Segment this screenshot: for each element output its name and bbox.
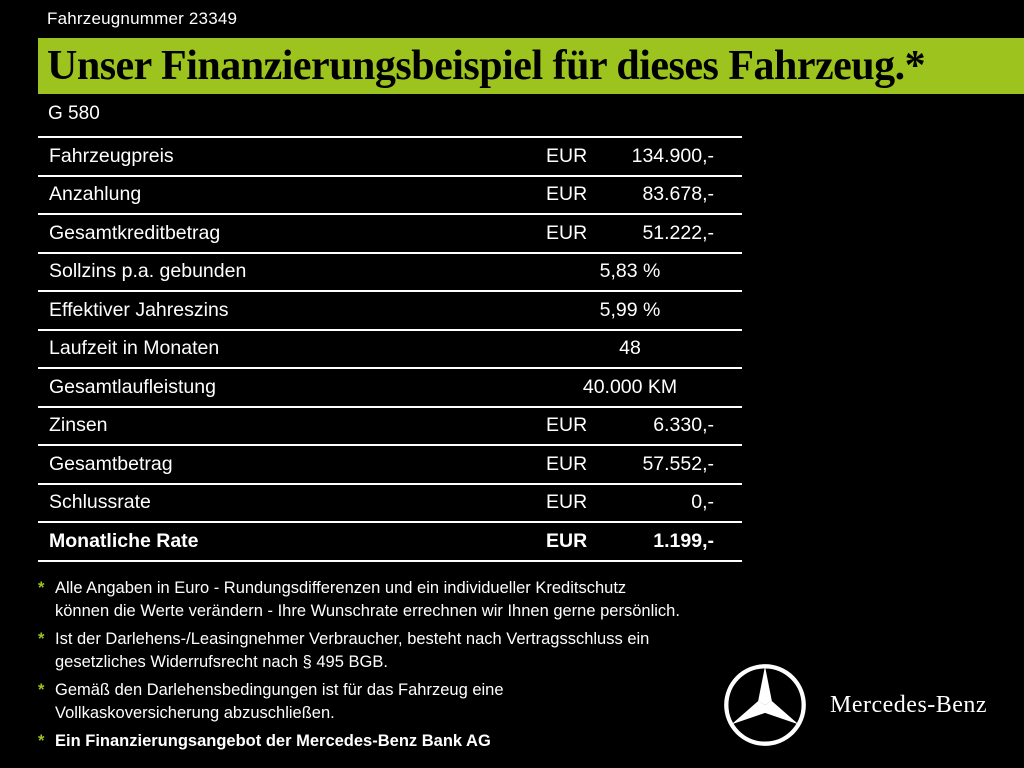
- table-row: Laufzeit in Monaten 48: [38, 328, 742, 368]
- row-currency: EUR: [546, 452, 588, 475]
- brand-wordmark: Mercedes-Benz: [830, 691, 988, 718]
- row-currency: EUR: [546, 183, 588, 206]
- footnote-line: Gemäß den Darlehensbedingungen ist für d…: [55, 681, 504, 699]
- footnote-line: können die Werte verändern - Ihre Wunsch…: [55, 602, 680, 620]
- row-label: Fahrzeugpreis: [49, 144, 174, 167]
- row-label: Effektiver Jahreszins: [49, 298, 229, 321]
- row-value-area: EUR 57.552,-: [546, 453, 742, 476]
- footnote-line: Ist der Darlehens-/Leasingnehmer Verbrau…: [55, 630, 650, 648]
- model-name: G 580: [48, 103, 100, 124]
- row-value: 5,99 %: [599, 298, 661, 321]
- brand-footer: Mercedes-Benz: [722, 662, 987, 748]
- footnote-marker: *: [38, 732, 45, 750]
- row-label: Monatliche Rate: [49, 529, 199, 552]
- footnote-marker: *: [38, 681, 45, 699]
- banner: Unser Finanzierungsbeispiel für dieses F…: [38, 38, 1024, 94]
- table-row: Gesamtkreditbetrag EUR 51.222,-: [38, 213, 742, 252]
- footnote: * Ein Finanzierungsangebot der Mercedes-B…: [38, 730, 758, 753]
- row-currency: EUR: [546, 491, 588, 514]
- row-label: Sollzins p.a. gebunden: [49, 260, 247, 283]
- row-value: 40.000 KM: [582, 375, 678, 398]
- financing-table: Fahrzeugpreis EUR 134.900,- Anzahlung EUR 83.…: [38, 136, 742, 562]
- row-value: 57.552,-: [642, 452, 714, 475]
- table-row: Sollzins p.a. gebunden 5,83 %: [38, 251, 742, 291]
- row-value: 83.678,-: [642, 183, 714, 206]
- row-currency: EUR: [546, 414, 588, 437]
- row-value-area: 5,99 %: [546, 299, 742, 322]
- table-row: Zinsen EUR 6.330,-: [38, 405, 742, 445]
- row-value-area: EUR 6.330,-: [546, 414, 742, 437]
- table-row: Schlussrate EUR 0,-: [38, 482, 742, 522]
- footnote-marker: *: [38, 579, 45, 597]
- row-label: Anzahlung: [49, 183, 142, 206]
- footnote: * Ist der Darlehens-/Leasingnehmer Verbra…: [38, 628, 758, 674]
- row-value: 0,-: [691, 491, 714, 514]
- table-row: Monatliche Rate EUR 1.199,-: [38, 521, 742, 560]
- row-value-area: 40.000 KM: [546, 376, 742, 399]
- row-value: 6.330,-: [653, 414, 714, 437]
- footnote-text: Ist der Darlehens-/Leasingnehmer Verbrau…: [55, 628, 649, 674]
- row-value-area: EUR 51.222,-: [546, 222, 742, 245]
- row-value: 1.199,-: [653, 529, 714, 552]
- row-label: Laufzeit in Monaten: [49, 337, 220, 360]
- table-row: Gesamtlaufleistung 40.000 KM: [38, 367, 742, 406]
- row-value: 51.222,-: [642, 221, 714, 244]
- banner-title: Unser Finanzierungsbeispiel für dieses F…: [47, 43, 926, 89]
- row-label: Zinsen: [49, 414, 108, 437]
- row-value: 5,83 %: [599, 260, 661, 283]
- footnote: * Gemäß den Darlehensbedingungen ist für …: [38, 679, 758, 725]
- row-value: 134.900,-: [631, 144, 714, 167]
- footnote: * Alle Angaben in Euro - Rundungsdifferen…: [38, 577, 758, 623]
- footnote-text: Ein Finanzierungsangebot der Mercedes-Be…: [55, 730, 491, 753]
- row-label: Gesamtbetrag: [49, 452, 173, 475]
- table-row: Anzahlung EUR 83.678,-: [38, 174, 742, 214]
- footnote-text: Alle Angaben in Euro - Rundungsdifferenz…: [55, 577, 680, 623]
- row-value-area: 48: [546, 337, 742, 360]
- mercedes-star-icon: [724, 664, 806, 746]
- table-row: Effektiver Jahreszins 5,99 %: [38, 290, 742, 329]
- footnote-text: Gemäß den Darlehensbedingungen ist für d…: [55, 679, 504, 725]
- row-value-area: EUR 134.900,-: [546, 145, 742, 168]
- footnote-line: gesetzliches Widerrufsrecht nach § 495 B…: [55, 653, 388, 671]
- row-value-area: EUR 1.199,-: [546, 530, 742, 553]
- row-value-area: 5,83 %: [546, 260, 742, 283]
- row-currency: EUR: [546, 529, 588, 552]
- row-currency: EUR: [546, 144, 588, 167]
- row-label: Schlussrate: [49, 491, 151, 514]
- row-value: 48: [619, 337, 641, 360]
- footnote-line: Alle Angaben in Euro - Rundungsdifferenz…: [55, 579, 627, 597]
- footnote-marker: *: [38, 630, 45, 648]
- table-row: Gesamtbetrag EUR 57.552,-: [38, 444, 742, 483]
- row-value-area: EUR 83.678,-: [546, 183, 742, 206]
- table-row: Fahrzeugpreis EUR 134.900,-: [38, 136, 742, 175]
- vehicle-number: Fahrzeugnummer 23349: [47, 9, 238, 28]
- footnote-line: Vollkaskoversicherung abzuschließen.: [55, 704, 335, 722]
- row-label: Gesamtlaufleistung: [49, 375, 216, 398]
- row-currency: EUR: [546, 221, 588, 244]
- footnote-line: Ein Finanzierungsangebot der Mercedes-Be…: [55, 732, 491, 750]
- row-label: Gesamtkreditbetrag: [49, 221, 221, 244]
- footnotes: * Alle Angaben in Euro - Rundungsdifferen…: [38, 577, 758, 758]
- row-value-area: EUR 0,-: [546, 491, 742, 514]
